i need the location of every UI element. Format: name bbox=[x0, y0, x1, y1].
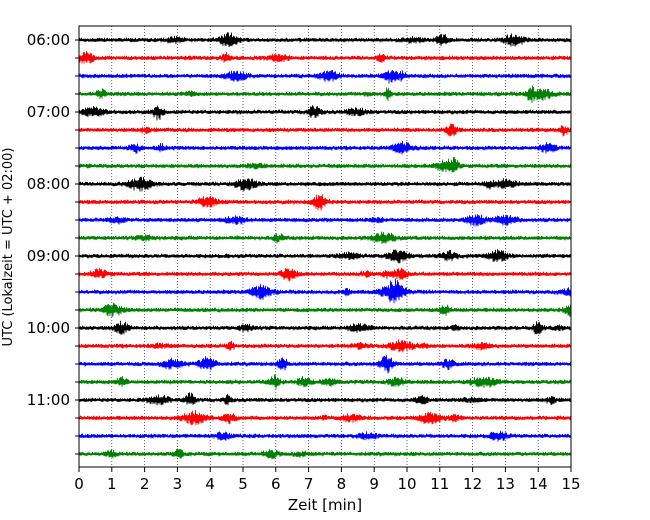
trace-row-19 bbox=[78, 374, 572, 390]
x-tick-label-2: 2 bbox=[140, 475, 150, 493]
trace-row-10 bbox=[78, 214, 572, 227]
x-tick-label-15: 15 bbox=[561, 475, 580, 493]
seismic-traces bbox=[78, 32, 572, 460]
x-tick-label-8: 8 bbox=[337, 475, 347, 493]
trace-row-11 bbox=[78, 231, 572, 245]
x-tick-label-3: 3 bbox=[173, 475, 183, 493]
x-tick-label-0: 0 bbox=[74, 475, 84, 493]
plot-background bbox=[79, 26, 571, 467]
trace-row-21 bbox=[78, 409, 572, 426]
trace-row-17 bbox=[78, 339, 572, 353]
x-tick-label-12: 12 bbox=[463, 475, 482, 493]
trace-row-5 bbox=[78, 123, 572, 137]
y-tick-label-0800: 08:00 bbox=[27, 175, 70, 193]
trace-row-6 bbox=[78, 140, 572, 155]
trace-row-22 bbox=[78, 430, 572, 442]
trace-row-4 bbox=[78, 105, 572, 121]
y-axis-ticks: 06:00 07:00 08:00 09:00 10:00 11:00 bbox=[27, 31, 79, 455]
trace-row-7 bbox=[78, 156, 572, 173]
y-tick-label-1000: 10:00 bbox=[27, 319, 70, 337]
x-tick-label-7: 7 bbox=[304, 475, 314, 493]
x-tick-label-9: 9 bbox=[369, 475, 379, 493]
trace-row-14 bbox=[78, 278, 572, 304]
trace-row-3 bbox=[78, 85, 572, 103]
x-tick-label-4: 4 bbox=[205, 475, 215, 493]
trace-row-9 bbox=[78, 194, 572, 211]
trace-row-0 bbox=[78, 32, 572, 47]
y-tick-label-0600: 06:00 bbox=[27, 31, 70, 49]
x-axis-label: Zeit [min] bbox=[288, 496, 362, 514]
y-axis-label: UTC (Lokalzeit = UTC + 02:00) bbox=[1, 148, 16, 347]
trace-row-13 bbox=[78, 267, 572, 282]
plot-frame bbox=[78, 25, 572, 468]
y-tick-label-0700: 07:00 bbox=[27, 103, 70, 121]
x-tick-label-5: 5 bbox=[238, 475, 248, 493]
trace-row-2 bbox=[78, 69, 572, 84]
trace-row-18 bbox=[78, 355, 572, 374]
trace-row-12 bbox=[78, 249, 572, 264]
trace-row-1 bbox=[78, 50, 572, 64]
y-tick-label-1100: 11:00 bbox=[27, 391, 70, 409]
x-tick-label-11: 11 bbox=[430, 475, 449, 493]
x-tick-label-6: 6 bbox=[271, 475, 281, 493]
trace-row-20 bbox=[78, 392, 572, 406]
trace-row-15 bbox=[78, 302, 572, 317]
x-axis-ticks: 0 1 2 3 4 5 6 7 8 9 10 11 12 13 14 15 bbox=[74, 467, 581, 493]
x-tick-label-1: 1 bbox=[107, 475, 117, 493]
x-tick-label-10: 10 bbox=[397, 475, 416, 493]
x-tick-label-13: 13 bbox=[496, 475, 515, 493]
trace-row-16 bbox=[78, 320, 572, 335]
y-tick-label-0900: 09:00 bbox=[27, 247, 70, 265]
trace-row-23 bbox=[78, 448, 572, 460]
trace-row-8 bbox=[78, 176, 572, 192]
x-tick-label-14: 14 bbox=[529, 475, 548, 493]
